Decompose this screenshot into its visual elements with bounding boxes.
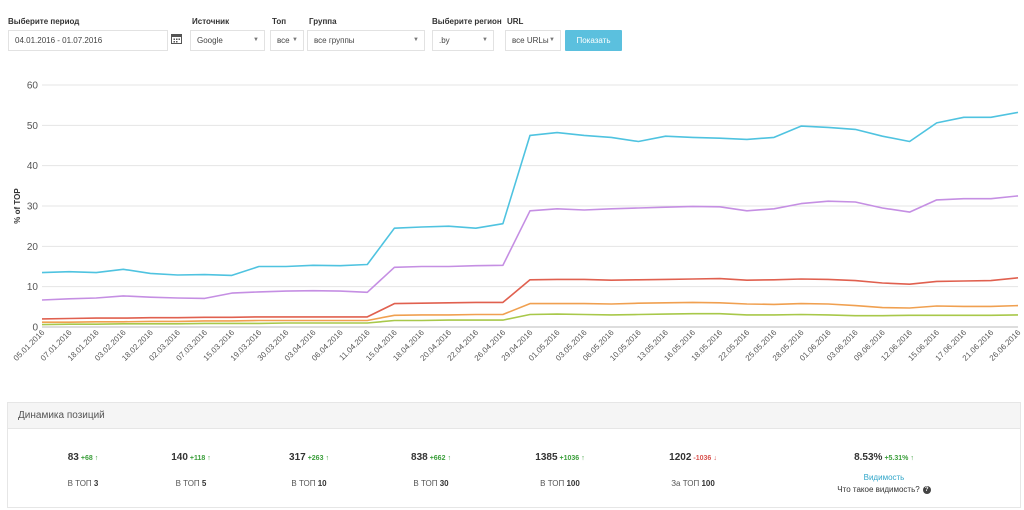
y-axis-ticks: 0 10 20 30 40 50 60 (27, 81, 39, 334)
filters-bar: Выберите период 04.01.2016 - 01.07.2016 … (0, 0, 1024, 60)
url-label: URL (507, 17, 524, 26)
stat-label-prefix: В ТОП (291, 479, 316, 488)
caret-down-icon: ▼ (253, 37, 259, 43)
stat-label-prefix: В ТОП (540, 479, 565, 488)
stat-value: 1385 (535, 452, 558, 463)
stat-label-strong: 3 (93, 479, 99, 488)
stat-label-prefix: В ТОП (413, 479, 438, 488)
stat-label-prefix: В ТОП (175, 479, 200, 488)
region-select[interactable]: .by ▼ (432, 30, 494, 51)
period-label: Выберите период (8, 17, 80, 26)
source-select[interactable]: Google ▼ (190, 30, 265, 51)
series-line-2 (41, 195, 1019, 301)
y-tick-label: 30 (27, 202, 39, 213)
url-select[interactable]: все URLы ▼ (505, 30, 561, 51)
chart-series (41, 111, 1019, 326)
source-value: Google (197, 36, 223, 45)
stat-delta: +263 (307, 455, 324, 462)
stat-delta: +662 (429, 455, 446, 462)
y-tick-label: 10 (27, 282, 39, 293)
caret-down-icon: ▼ (482, 37, 488, 43)
question-circle-icon[interactable]: ? (922, 485, 931, 494)
y-tick-label: 20 (27, 242, 39, 253)
stat-label-strong: 30 (439, 479, 449, 488)
series-line-1 (41, 111, 1019, 277)
stat-value: 317 (289, 452, 306, 463)
stat-delta: +68 (80, 455, 93, 462)
stat-label-top3: В ТОП 3 (28, 479, 138, 488)
visibility-help[interactable]: Что такое видимость?? (814, 485, 954, 494)
panel-title: Динамика позиций (8, 403, 1020, 429)
stat-label-top100: В ТОП 100 (505, 479, 615, 488)
stat-label-top5: В ТОП 5 (136, 479, 246, 488)
stat-label-beyond-top100: За ТОП 100 (638, 479, 748, 488)
x-axis-ticks: 05.01.201607.01.201618.01.201603.02.2016… (12, 328, 1023, 363)
y-tick-label: 0 (32, 323, 38, 334)
calendar-icon[interactable] (171, 33, 182, 44)
stat-top5: 140 +118 ↑ (136, 447, 246, 465)
stat-delta: -1036 (693, 455, 712, 462)
y-tick-label: 50 (27, 121, 39, 132)
visibility-link[interactable]: Видимость (863, 473, 905, 482)
stat-label-strong: 100 (701, 479, 715, 488)
arrow-up-icon: ↑ (447, 455, 451, 462)
top-label: Топ (272, 17, 287, 26)
group-label: Группа (309, 17, 337, 26)
source-label: Источник (192, 17, 230, 26)
stat-top100: 1385 +1036 ↑ (505, 447, 615, 465)
caret-down-icon: ▼ (413, 37, 419, 43)
stat-top10: 317 +263 ↑ (254, 447, 364, 465)
period-input[interactable]: 04.01.2016 - 01.07.2016 (8, 30, 168, 51)
stat-value: 140 (171, 452, 188, 463)
stat-label-strong: 5 (201, 479, 207, 488)
stat-delta: +1036 (559, 455, 580, 462)
stat-delta: +5.31% (884, 455, 909, 462)
arrow-down-icon: ↓ (713, 455, 717, 462)
stat-value: 83 (67, 452, 79, 463)
group-value: все группы (314, 36, 355, 45)
group-select[interactable]: все группы ▼ (307, 30, 425, 51)
positions-panel: Динамика позиций 83 +68 ↑ В ТОП 3 140 +118 ↑… (7, 402, 1021, 508)
top-select[interactable]: все ▼ (270, 30, 304, 51)
chart-grid (42, 84, 1018, 328)
stat-value: 1202 (669, 452, 692, 463)
y-axis-label: % of TOP (13, 188, 22, 224)
y-tick-label: 60 (27, 81, 39, 92)
region-value: .by (439, 36, 450, 45)
arrow-up-icon: ↑ (910, 455, 914, 462)
show-button[interactable]: Показать (565, 30, 622, 51)
stat-label-top10: В ТОП 10 (254, 479, 364, 488)
arrow-up-icon: ↑ (94, 455, 99, 462)
url-value: все URLы (512, 36, 549, 45)
stat-value: 838 (411, 452, 428, 463)
stat-beyond-top100: 1202 -1036 ↓ (638, 447, 748, 465)
positions-chart: 0 10 20 30 40 50 60 05.01.201607.01.201618.01.… (12, 81, 1023, 363)
stat-label-top30: В ТОП 30 (376, 479, 486, 488)
arrow-up-icon: ↑ (207, 455, 211, 462)
series-line-3 (41, 277, 1019, 320)
region-label: Выберите регион (432, 17, 502, 26)
stat-visibility: 8.53% +5.31% ↑ (814, 447, 954, 465)
series-line-5 (41, 312, 1019, 326)
caret-down-icon: ▼ (292, 37, 298, 43)
stat-label-strong: 100 (566, 479, 580, 488)
stat-value: 8.53% (854, 452, 883, 463)
stat-top3: 83 +68 ↑ (28, 447, 138, 465)
stat-delta: +118 (189, 455, 206, 462)
stat-label-strong: 10 (317, 479, 327, 488)
caret-down-icon: ▼ (549, 37, 555, 43)
series-line-4 (42, 301, 1019, 324)
stat-label-prefix: За ТОП (671, 479, 700, 488)
arrow-up-icon: ↑ (325, 455, 329, 462)
arrow-up-icon: ↑ (581, 455, 585, 462)
y-tick-label: 40 (27, 161, 39, 172)
stat-label-prefix: В ТОП (67, 479, 92, 488)
visibility-question: Что такое видимость? (837, 485, 920, 494)
stat-top30: 838 +662 ↑ (376, 447, 486, 465)
top-value: все (277, 36, 290, 45)
